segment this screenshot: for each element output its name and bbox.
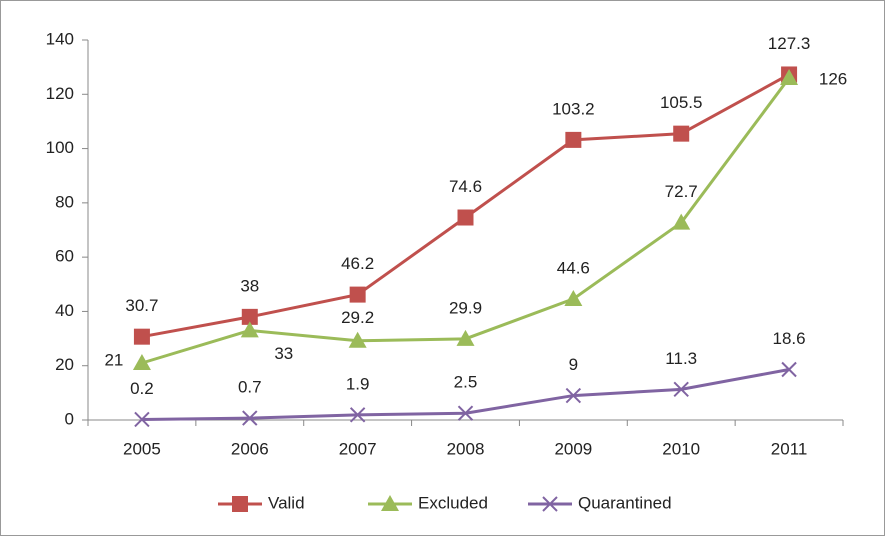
data-label: 29.2 bbox=[341, 308, 374, 327]
marker bbox=[242, 410, 258, 426]
x-tick-label: 2006 bbox=[231, 439, 269, 458]
data-label: 0.7 bbox=[238, 378, 262, 397]
y-tick-label: 140 bbox=[46, 29, 74, 48]
data-label: 46.2 bbox=[341, 254, 374, 273]
x-tick-label: 2005 bbox=[123, 439, 161, 458]
data-label: 18.6 bbox=[773, 329, 806, 348]
marker bbox=[564, 289, 583, 306]
data-label: 105.5 bbox=[660, 93, 703, 112]
marker bbox=[781, 361, 797, 378]
x-tick-label: 2009 bbox=[554, 439, 592, 458]
data-label: 103.2 bbox=[552, 99, 595, 118]
y-tick-label: 60 bbox=[55, 247, 74, 266]
legend-marker bbox=[232, 496, 248, 512]
marker bbox=[349, 286, 366, 303]
x-tick-label: 2007 bbox=[339, 439, 377, 458]
marker bbox=[349, 407, 366, 423]
data-label: 2.5 bbox=[454, 373, 478, 392]
y-tick-label: 120 bbox=[46, 84, 74, 103]
legend-label: Quarantined bbox=[578, 493, 672, 512]
y-tick-label: 20 bbox=[55, 355, 74, 374]
x-tick-label: 2010 bbox=[662, 439, 700, 458]
marker bbox=[673, 125, 690, 142]
y-tick-label: 0 bbox=[65, 409, 74, 428]
data-label: 72.7 bbox=[665, 182, 698, 201]
y-tick-label: 80 bbox=[55, 192, 74, 211]
y-tick-label: 40 bbox=[55, 301, 74, 320]
marker bbox=[457, 405, 474, 421]
data-label: 1.9 bbox=[346, 374, 370, 393]
marker bbox=[134, 411, 150, 428]
legend-marker bbox=[381, 495, 399, 511]
data-label: 0.2 bbox=[130, 379, 154, 398]
marker bbox=[565, 131, 582, 148]
marker bbox=[348, 331, 367, 348]
legend-marker bbox=[542, 496, 558, 512]
marker bbox=[565, 387, 582, 404]
marker bbox=[457, 209, 474, 226]
data-label: 29.9 bbox=[449, 298, 482, 317]
data-label: 38 bbox=[240, 276, 259, 295]
data-label: 21 bbox=[104, 350, 123, 369]
legend-label: Excluded bbox=[418, 493, 488, 512]
data-label: 33 bbox=[274, 344, 293, 363]
marker bbox=[780, 69, 799, 85]
data-label: 127.3 bbox=[768, 34, 811, 53]
data-label: 9 bbox=[569, 355, 578, 374]
x-tick-label: 2008 bbox=[447, 439, 485, 458]
x-tick-label: 2011 bbox=[771, 439, 808, 458]
data-label: 126 bbox=[819, 69, 847, 88]
marker bbox=[673, 381, 689, 398]
data-label: 74.6 bbox=[449, 177, 482, 196]
data-label: 44.6 bbox=[557, 258, 590, 277]
marker bbox=[672, 213, 691, 230]
data-label: 11.3 bbox=[665, 349, 697, 368]
data-label: 30.7 bbox=[125, 296, 158, 315]
y-tick-label: 100 bbox=[46, 138, 74, 157]
marker bbox=[240, 321, 259, 338]
legend-label: Valid bbox=[268, 493, 305, 512]
marker bbox=[133, 328, 150, 345]
marker bbox=[241, 308, 258, 325]
marker bbox=[132, 354, 151, 370]
marker bbox=[456, 329, 475, 346]
